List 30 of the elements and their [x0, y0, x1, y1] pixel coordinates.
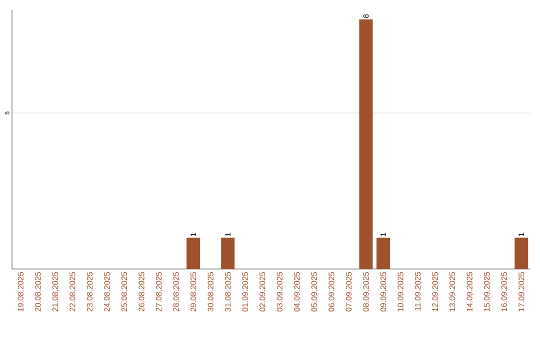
x-tick-label: 21.08.2025 [52, 272, 58, 312]
x-tick-label: 30.08.2025 [208, 272, 214, 312]
x-tick-label: 07.09.2025 [346, 272, 352, 312]
x-tick-label: 27.08.2025 [156, 272, 162, 312]
x-tick-label: 25.08.2025 [121, 272, 128, 312]
x-tick-label: 09.09.2025 [380, 272, 386, 312]
x-tick-label: 17.09.2025 [518, 272, 524, 312]
x-tick-label: 05.09.2025 [311, 272, 317, 312]
x-tick-label: 08.09.2025 [363, 272, 369, 312]
x-tick-label: 04.09.2025 [294, 272, 300, 312]
x-tick-label: 31.08.2025 [225, 272, 231, 312]
x-tick-label: 14.09.2025 [466, 272, 472, 312]
x-tick-label: 15.09.2025 [484, 272, 490, 312]
x-tick-label: 26.08.2025 [138, 272, 144, 312]
x-tick-label: 02.09.2025 [260, 272, 266, 312]
x-tick-label: 19.08.2025 [18, 272, 24, 312]
x-tick-label: 20.08.2025 [35, 272, 41, 312]
x-tick-label: 06.09.2025 [328, 272, 334, 312]
x-tick-label: 28.08.2025 [173, 272, 179, 312]
x-tick-label: 12.09.2025 [432, 272, 438, 312]
x-tick-label: 23.08.2025 [86, 272, 93, 312]
x-tick-label: 03.09.2025 [276, 272, 282, 312]
x-tick-label: 16.09.2025 [501, 272, 507, 312]
x-tick-label: 24.08.2025 [104, 272, 110, 312]
x-tick-label: 29.08.2025 [190, 272, 196, 312]
x-tick-label: 11.09.2025 [414, 272, 421, 311]
x-tick-label: 13.09.2025 [449, 272, 456, 312]
x-tick-label: 10.09.2025 [398, 272, 404, 312]
x-tick-label: 22.08.2025 [70, 272, 76, 312]
x-tick-label: 01.09.2025 [242, 272, 248, 312]
